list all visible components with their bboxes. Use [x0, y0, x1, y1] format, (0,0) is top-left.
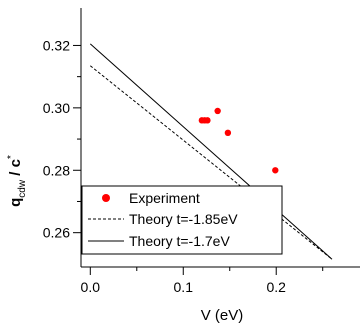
y-axis-label: qcdw / c* — [6, 155, 28, 207]
x-axis-label: V (eV) — [201, 307, 244, 324]
y-axis-label-rest: / c — [7, 159, 24, 180]
data-point — [204, 117, 211, 124]
y-axis-label-sub: cdw — [17, 179, 28, 198]
y-tick-label: 0.32 — [43, 37, 70, 53]
series-line-1 — [89, 65, 333, 260]
x-tick-label: 0.0 — [81, 279, 101, 295]
legend-label-2: Theory t=-1.7eV — [129, 233, 230, 249]
legend-box — [81, 185, 283, 255]
y-axis: 0.26 0.28 0.30 0.32 — [43, 8, 82, 267]
x-tick-label: 0.2 — [266, 279, 286, 295]
y-axis-label-main: q — [7, 198, 24, 207]
y-tick-label: 0.26 — [43, 225, 70, 241]
legend: Experiment Theory t=-1.85eV Theory t=-1.7e… — [81, 185, 283, 255]
x-axis: 0.0 0.1 0.2 — [81, 266, 360, 295]
y-axis-label-sup: * — [6, 155, 17, 159]
data-point — [224, 129, 232, 137]
legend-marker-0 — [102, 194, 110, 202]
data-point — [214, 107, 221, 115]
y-tick-label: 0.30 — [43, 100, 70, 116]
x-tick-label: 0.1 — [174, 279, 194, 295]
legend-label-1: Theory t=-1.85eV — [129, 211, 238, 227]
data-point — [272, 167, 279, 174]
legend-label-0: Experiment — [129, 190, 200, 206]
y-tick-label: 0.28 — [43, 162, 70, 178]
series-line-2 — [89, 43, 333, 260]
